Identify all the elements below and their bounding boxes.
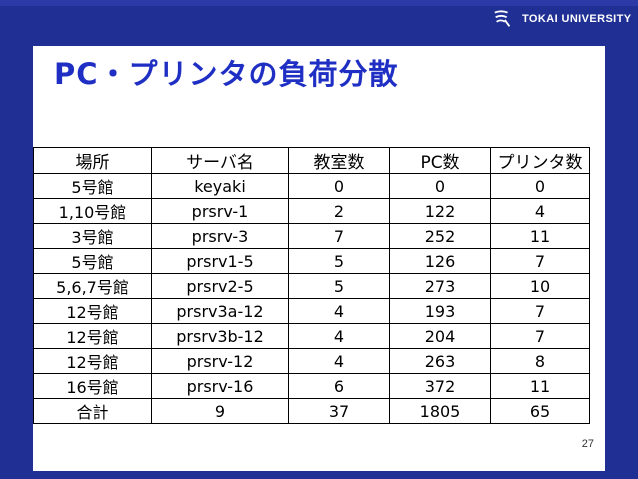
- table-row: 3号館 prsrv-3 7 252 11: [33, 223, 590, 249]
- top-band: [0, 0, 638, 6]
- table-row: 12号館 prsrv3b-12 4 204 7: [33, 323, 590, 349]
- header-location: 場所: [33, 147, 152, 174]
- server-cell: prsrv-12: [151, 348, 289, 374]
- tokai-university-logo-icon: [494, 10, 511, 27]
- classroom-count-cell: 2: [288, 198, 390, 224]
- classroom-count-cell: 6: [288, 373, 390, 399]
- table-total-row: 合計 9 37 1805 65: [33, 398, 590, 424]
- classroom-count-cell: 4: [288, 298, 390, 324]
- load-table-container: 場所 サーバ名 教室数 PC数 プリンタ数 5号館 keyaki 0 0 0 1…: [33, 147, 590, 424]
- location-cell: 12号館: [33, 323, 152, 349]
- pc-count-cell: 263: [389, 348, 491, 374]
- classroom-count-cell: 4: [288, 323, 390, 349]
- classroom-count-cell: 7: [288, 223, 390, 249]
- pc-count-cell: 122: [389, 198, 491, 224]
- printer-count-cell: 7: [490, 248, 590, 274]
- location-cell: 12号館: [33, 298, 152, 324]
- location-cell: 1,10号館: [33, 198, 152, 224]
- header-classroom-count: 教室数: [288, 147, 390, 174]
- location-cell: 3号館: [33, 223, 152, 249]
- server-cell: prsrv-16: [151, 373, 289, 399]
- pc-count-cell: 126: [389, 248, 491, 274]
- server-cell: prsrv3b-12: [151, 323, 289, 349]
- printer-count-cell: 0: [490, 173, 590, 199]
- table-row: 1,10号館 prsrv-1 2 122 4: [33, 198, 590, 224]
- location-cell: 5号館: [33, 173, 152, 199]
- classroom-count-cell: 5: [288, 248, 390, 274]
- location-cell: 12号館: [33, 348, 152, 374]
- pc-count-cell: 372: [389, 373, 491, 399]
- printer-count-cell: 11: [490, 373, 590, 399]
- table-row: 5,6,7号館 prsrv2-5 5 273 10: [33, 273, 590, 299]
- printer-count-cell: 4: [490, 198, 590, 224]
- printer-count-cell: 8: [490, 348, 590, 374]
- tokai-university-logo: TOKAI UNIVERSITY: [492, 5, 632, 33]
- table-row: 12号館 prsrv-12 4 263 8: [33, 348, 590, 374]
- pc-total-cell: 1805: [389, 398, 491, 424]
- server-cell: prsrv3a-12: [151, 298, 289, 324]
- printer-total-cell: 65: [490, 398, 590, 424]
- server-cell: prsrv-1: [151, 198, 289, 224]
- load-table: 場所 サーバ名 教室数 PC数 プリンタ数 5号館 keyaki 0 0 0 1…: [33, 147, 590, 424]
- slide-title: PC・プリンタの負荷分散: [54, 57, 399, 91]
- server-total-cell: 9: [151, 398, 289, 424]
- logo-text: TOKAI UNIVERSITY: [522, 13, 632, 25]
- printer-count-cell: 7: [490, 323, 590, 349]
- server-cell: keyaki: [151, 173, 289, 199]
- pc-count-cell: 252: [389, 223, 491, 249]
- printer-count-cell: 7: [490, 298, 590, 324]
- location-cell: 5号館: [33, 248, 152, 274]
- pc-count-cell: 273: [389, 273, 491, 299]
- table-row: 5号館 prsrv1-5 5 126 7: [33, 248, 590, 274]
- table-header-row: 場所 サーバ名 教室数 PC数 プリンタ数: [33, 147, 590, 174]
- server-cell: prsrv1-5: [151, 248, 289, 274]
- server-cell: prsrv-3: [151, 223, 289, 249]
- classroom-count-cell: 4: [288, 348, 390, 374]
- printer-count-cell: 11: [490, 223, 590, 249]
- location-cell: 16号館: [33, 373, 152, 399]
- header-server-name: サーバ名: [151, 147, 289, 174]
- server-cell: prsrv2-5: [151, 273, 289, 299]
- classroom-count-cell: 0: [288, 173, 390, 199]
- table-row: 12号館 prsrv3a-12 4 193 7: [33, 298, 590, 324]
- header-printer-count: プリンタ数: [490, 147, 590, 174]
- header-pc-count: PC数: [389, 147, 491, 174]
- pc-count-cell: 0: [389, 173, 491, 199]
- table-row: 5号館 keyaki 0 0 0: [33, 173, 590, 199]
- pc-count-cell: 193: [389, 298, 491, 324]
- classroom-total-cell: 37: [288, 398, 390, 424]
- pc-count-cell: 204: [389, 323, 491, 349]
- location-cell: 5,6,7号館: [33, 273, 152, 299]
- printer-count-cell: 10: [490, 273, 590, 299]
- classroom-count-cell: 5: [288, 273, 390, 299]
- table-row: 16号館 prsrv-16 6 372 11: [33, 373, 590, 399]
- page-number: 27: [581, 438, 594, 450]
- total-label-cell: 合計: [33, 398, 152, 424]
